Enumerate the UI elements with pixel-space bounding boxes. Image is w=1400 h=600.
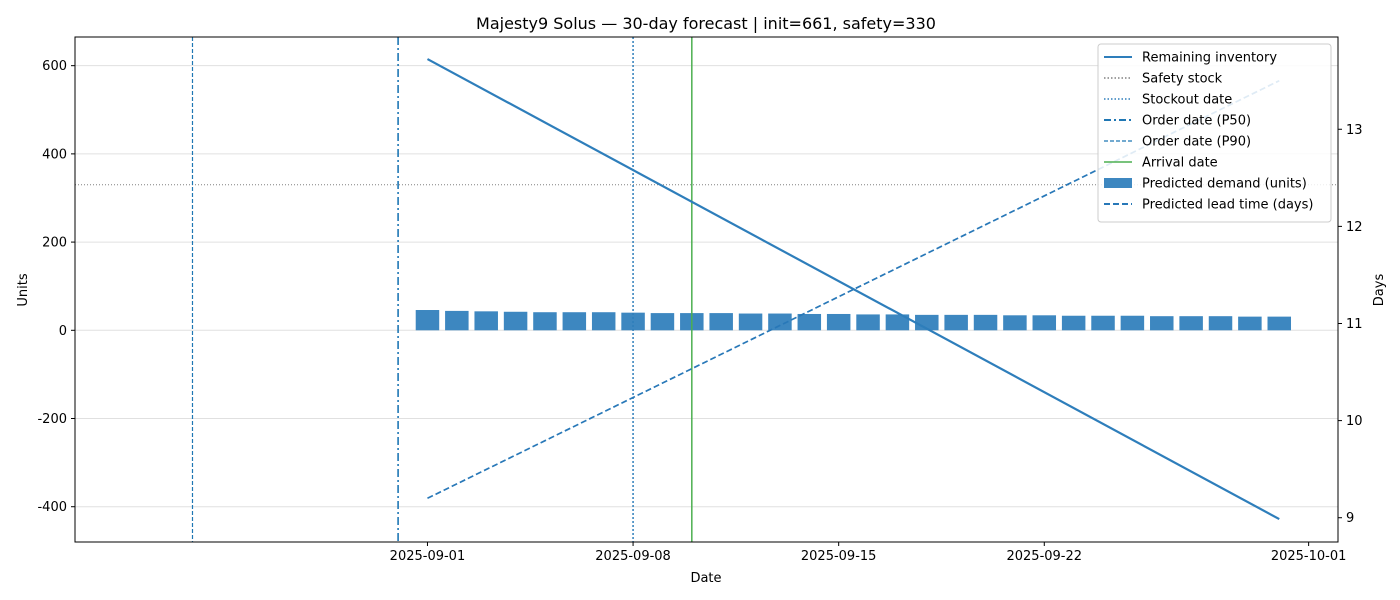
legend-label: Order date (P90)	[1142, 135, 1251, 150]
demand-bar	[768, 313, 792, 331]
legend-swatch	[1104, 178, 1132, 188]
legend-label: Safety stock	[1142, 72, 1223, 87]
demand-bar	[797, 313, 822, 331]
demand-bar	[1150, 316, 1174, 331]
demand-bar	[1120, 315, 1145, 331]
demand-bar	[1208, 316, 1233, 331]
legend-label: Order date (P50)	[1142, 114, 1251, 129]
y-tick-label: 200	[42, 236, 67, 251]
demand-bar	[650, 313, 675, 331]
demand-bar	[973, 314, 998, 331]
demand-bar	[709, 313, 733, 331]
demand-bar	[856, 314, 880, 331]
demand-bar	[1179, 316, 1203, 331]
x-tick-label: 2025-09-15	[801, 549, 877, 564]
demand-bar	[1061, 315, 1086, 331]
grid-lines	[75, 65, 1338, 508]
demand-bar	[944, 314, 968, 331]
demand-bars	[415, 310, 1292, 331]
demand-bar	[1032, 315, 1057, 331]
y2-tick-label: 9	[1346, 511, 1354, 526]
demand-bar	[533, 312, 557, 331]
legend-label: Predicted demand (units)	[1142, 177, 1307, 192]
demand-bar	[826, 313, 851, 331]
legend-label: Remaining inventory	[1142, 51, 1277, 66]
demand-bar	[562, 312, 587, 331]
y-tick-label: -200	[37, 412, 67, 427]
y2-axis-ticks: 9 10 11 12 13	[1338, 123, 1363, 526]
demand-bar	[415, 310, 440, 331]
demand-bar	[474, 311, 498, 331]
demand-bar	[591, 312, 616, 331]
chart-title: Majesty9 Solus — 30-day forecast | init=…	[476, 14, 936, 33]
legend-box	[1097, 43, 1332, 223]
x-axis-ticks: 2025-09-01 2025-09-08 2025-09-15 2025-09-22…	[390, 542, 1347, 564]
y-tick-label: 600	[42, 59, 67, 74]
demand-bar	[1091, 315, 1115, 331]
y2-axis-label: Days	[1372, 274, 1387, 307]
demand-bar	[1003, 315, 1027, 331]
demand-bar	[1238, 316, 1262, 331]
legend-label: Stockout date	[1142, 93, 1232, 108]
y2-tick-label: 11	[1346, 317, 1363, 332]
plot-frame	[74, 36, 1339, 543]
series-lines	[426, 58, 1280, 521]
x-tick-label: 2025-09-22	[1006, 549, 1082, 564]
remaining-inventory-line	[426, 58, 1280, 521]
x-axis-label: Date	[690, 571, 721, 586]
demand-bar	[885, 314, 910, 331]
x-tick-label: 2025-10-01	[1271, 549, 1347, 564]
y-tick-label: 400	[42, 147, 67, 162]
y2-tick-label: 10	[1346, 414, 1363, 429]
y-tick-label: 0	[59, 324, 67, 339]
legend-label: Arrival date	[1142, 156, 1218, 171]
legend: Remaining inventory Safety stock Stockout …	[1097, 43, 1332, 223]
demand-bar	[1267, 316, 1292, 331]
y2-tick-label: 13	[1346, 123, 1363, 138]
y-axis-ticks: -400 -200 0 200 400 600	[37, 59, 75, 515]
y2-tick-label: 12	[1346, 220, 1363, 235]
demand-bar	[503, 311, 528, 331]
x-tick-label: 2025-09-01	[390, 549, 466, 564]
lead-time-line	[427, 79, 1280, 500]
legend-label: Predicted lead time (days)	[1142, 198, 1313, 213]
y-axis-label: Units	[16, 273, 31, 306]
reference-vlines	[191, 37, 693, 542]
x-tick-label: 2025-09-08	[595, 549, 671, 564]
y-tick-label: -400	[37, 500, 67, 515]
demand-bar	[738, 313, 763, 331]
demand-bar	[445, 310, 469, 331]
